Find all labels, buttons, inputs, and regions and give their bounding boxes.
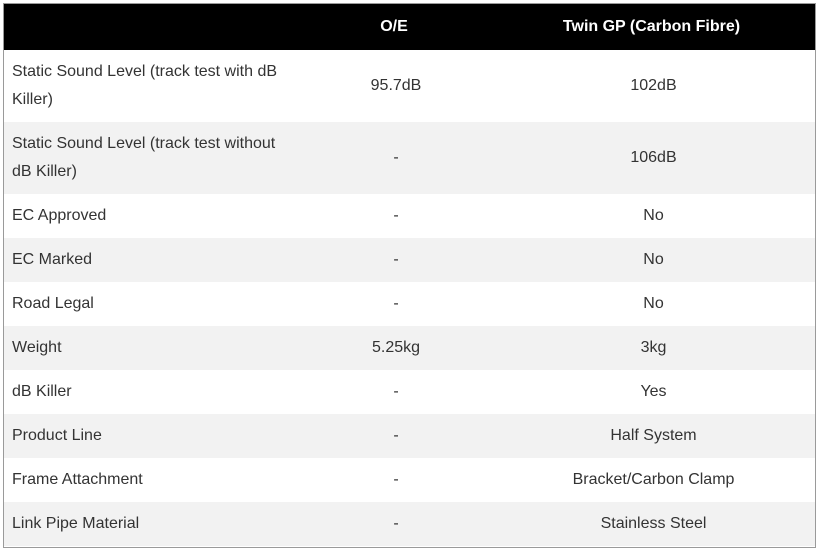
cell-value: 3kg — [488, 326, 815, 370]
cell-value: - — [393, 295, 399, 312]
table-row: EC Approved - No — [4, 194, 815, 238]
table-body: Static Sound Level (track test with dB K… — [4, 50, 815, 546]
table-row: Weight 5.25kg 3kg — [4, 326, 815, 370]
row-label: Road Legal — [12, 295, 94, 312]
row-label: dB Killer — [12, 383, 72, 400]
cell-value: 95.7dB — [370, 77, 422, 94]
table-row: Static Sound Level (track test with dB K… — [4, 50, 815, 122]
table-row: Product Line - Half System — [4, 414, 815, 458]
cell-value: 102dB — [630, 77, 677, 94]
row-label: EC Approved — [12, 207, 107, 224]
row-label: Frame Attachment — [12, 471, 143, 488]
cell-value: No — [488, 238, 815, 282]
header-cell: Twin GP (Carbon Fibre) — [488, 4, 815, 50]
cell-value: - — [393, 471, 399, 488]
spec-table: O/E Twin GP (Carbon Fibre) Static Sound … — [4, 4, 815, 546]
table-row: EC Marked - No — [4, 238, 815, 282]
cell-value: - — [300, 122, 488, 194]
cell-value: - — [300, 414, 488, 458]
cell-value: No — [643, 207, 664, 224]
cell-value: 5.25kg — [300, 326, 488, 370]
cell-value: 106dB — [488, 122, 815, 194]
table-row: Road Legal - No — [4, 282, 815, 326]
header-cell: O/E — [300, 4, 488, 50]
cell-value: - — [300, 238, 488, 282]
cell-value: - — [300, 502, 488, 546]
table-row: dB Killer - Yes — [4, 370, 815, 414]
row-label: Link Pipe Material — [4, 502, 300, 546]
row-label: EC Marked — [4, 238, 300, 282]
row-label: Product Line — [4, 414, 300, 458]
cell-value: - — [393, 383, 399, 400]
table-row: Link Pipe Material - Stainless Steel — [4, 502, 815, 546]
row-label: Weight — [4, 326, 300, 370]
cell-value: Yes — [640, 383, 667, 400]
row-label: Static Sound Level (track test without d… — [4, 122, 300, 194]
table-row: Static Sound Level (track test without d… — [4, 122, 815, 194]
table-frame: O/E Twin GP (Carbon Fibre) Static Sound … — [3, 3, 816, 548]
cell-value: Stainless Steel — [488, 502, 815, 546]
table-row: Frame Attachment - Bracket/Carbon Clamp — [4, 458, 815, 502]
cell-value: Half System — [488, 414, 815, 458]
row-label: Static Sound Level (track test with dB K… — [12, 63, 278, 108]
header-row: O/E Twin GP (Carbon Fibre) — [4, 4, 815, 50]
cell-value: Bracket/Carbon Clamp — [572, 471, 735, 488]
cell-value: - — [393, 207, 399, 224]
cell-value: No — [643, 295, 664, 312]
header-cell — [4, 4, 300, 50]
